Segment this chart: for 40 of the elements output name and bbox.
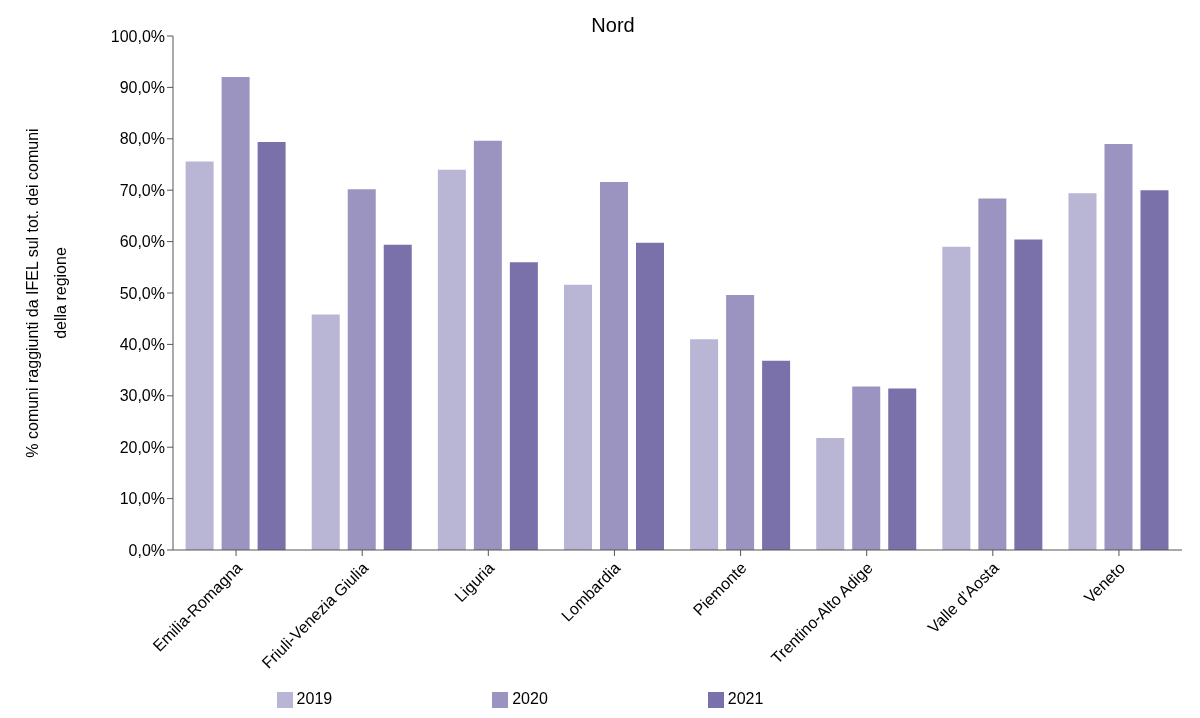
bar (221, 77, 250, 550)
bar (726, 295, 755, 550)
bar (816, 437, 845, 550)
bar (978, 198, 1007, 550)
y-tick-label: 50,0% (119, 284, 165, 302)
bar (563, 284, 592, 550)
bar (437, 169, 466, 550)
y-axis-title: % comuni raggiunti da IFEL sul tot. dei comuni della regione (24, 128, 69, 458)
bar (852, 386, 881, 550)
bar (257, 141, 286, 550)
bar (347, 189, 376, 550)
bar (942, 246, 971, 550)
legend-label: 2021 (727, 690, 764, 707)
y-tick-label: 10,0% (119, 490, 165, 508)
bar (1068, 193, 1097, 550)
bar (1014, 239, 1043, 550)
legend-label: 2019 (296, 690, 333, 707)
bar (185, 161, 214, 550)
bar (690, 339, 719, 550)
y-tick-label: 0,0% (128, 541, 165, 559)
y-tick-label: 90,0% (119, 79, 165, 97)
bar (509, 262, 538, 550)
bar (888, 388, 917, 550)
bar (473, 140, 502, 550)
bar (311, 314, 340, 550)
bar (383, 244, 412, 550)
y-tick-label: 60,0% (119, 233, 165, 251)
y-tick-label: 70,0% (119, 181, 165, 199)
bar (1104, 143, 1133, 550)
y-tick-label: 30,0% (119, 387, 165, 405)
y-tick-label: 20,0% (119, 438, 165, 456)
bar (1140, 190, 1169, 550)
y-tick-label: 80,0% (119, 130, 165, 148)
y-tick-label: 40,0% (119, 336, 165, 354)
y-tick-label: 100,0% (110, 27, 165, 45)
bar (762, 360, 791, 550)
legend-label: 2020 (512, 690, 548, 707)
bar (635, 242, 664, 550)
chart-title: Nord (591, 14, 635, 36)
bar (599, 181, 628, 550)
